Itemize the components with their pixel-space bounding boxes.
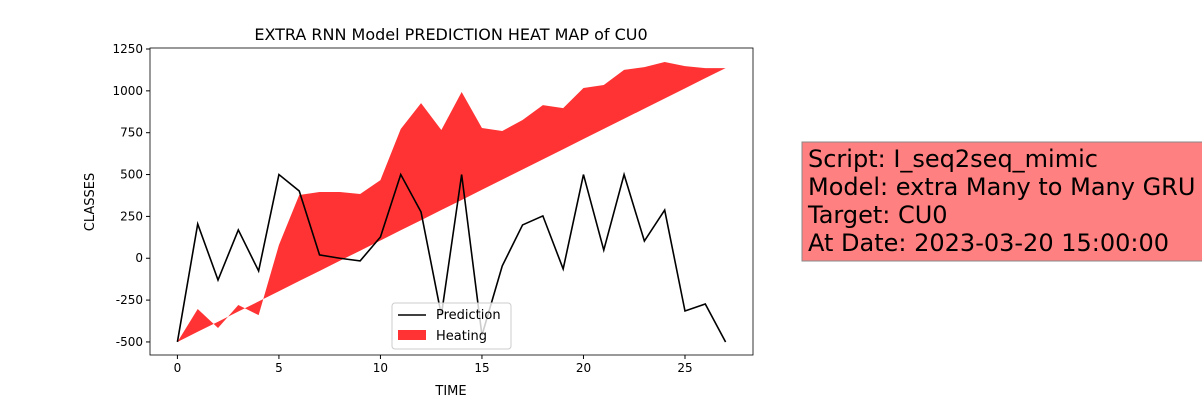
heating-area [177,62,726,342]
annotation-line: At Date: 2023-03-20 15:00:00 [808,229,1169,257]
annotation-line: Script: I_seq2seq_mimic [808,145,1098,173]
x-axis-label: TIME [434,384,466,399]
legend-swatch [398,330,426,340]
y-axis-label: CLASSES [83,173,98,231]
annotation-line: Target: CU0 [807,201,948,229]
y-tick-label: 750 [120,126,143,140]
legend-label: Prediction [436,308,501,323]
x-tick-label: 20 [576,361,591,375]
x-tick-label: 10 [373,361,388,375]
y-tick-label: 1000 [112,84,143,98]
chart-title: EXTRA RNN Model PREDICTION HEAT MAP of C… [254,25,647,44]
y-tick-label: 250 [120,209,143,223]
y-tick-label: 1250 [112,42,143,56]
x-tick-label: 15 [474,361,489,375]
x-tick-label: 25 [677,361,692,375]
plot-frame [149,47,754,356]
annotation-line: Model: extra Many to Many GRU [808,173,1195,201]
x-tick-label: 0 [174,361,182,375]
x-tick-label: 5 [275,361,283,375]
y-tick-label: -250 [116,293,143,307]
y-tick-label: 0 [135,251,143,265]
prediction-line [176,171,727,343]
y-tick-label: -500 [116,335,143,349]
annotation-box [801,141,1202,262]
y-tick-label: 500 [120,168,143,182]
legend-label: Heating [436,329,487,344]
